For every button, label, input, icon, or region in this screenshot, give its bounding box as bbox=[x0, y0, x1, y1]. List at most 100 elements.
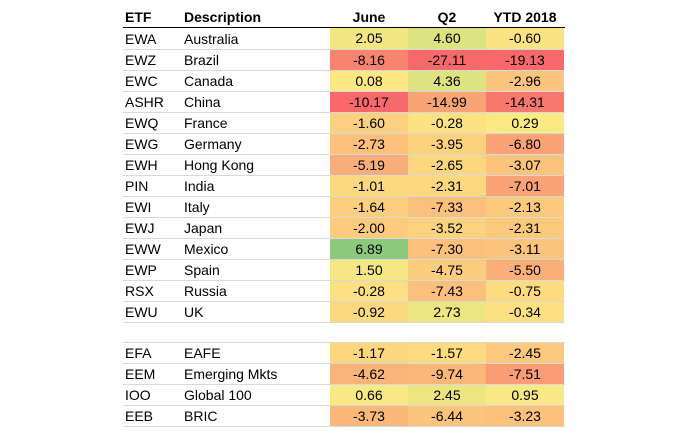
table-row: EWQ France -1.60 -0.28 0.29 bbox=[123, 112, 565, 133]
q2-cell: -1.57 bbox=[408, 343, 486, 363]
ytd-cell: 0.95 bbox=[486, 385, 564, 405]
ytd-cell: -5.50 bbox=[486, 260, 564, 280]
etf-cell: EWW bbox=[125, 241, 161, 257]
q2-cell: -2.31 bbox=[408, 176, 486, 196]
etf-cell: IOO bbox=[125, 387, 151, 403]
q2-cell: 4.36 bbox=[408, 71, 486, 91]
table-row: RSX Russia -0.28 -7.43 -0.75 bbox=[123, 280, 565, 301]
etf-cell: EEM bbox=[125, 366, 156, 382]
june-cell: 6.89 bbox=[330, 239, 408, 259]
q2-cell: -9.74 bbox=[408, 364, 486, 384]
q2-cell: 4.60 bbox=[408, 28, 486, 49]
header-ytd: YTD 2018 bbox=[493, 9, 557, 25]
q2-cell: -0.28 bbox=[408, 113, 486, 133]
etf-cell: ASHR bbox=[125, 94, 164, 110]
june-cell: -0.28 bbox=[330, 281, 408, 301]
june-cell: -1.01 bbox=[330, 176, 408, 196]
q2-cell: -7.43 bbox=[408, 281, 486, 301]
description-cell: UK bbox=[184, 304, 204, 320]
ytd-cell: -7.01 bbox=[486, 176, 564, 196]
etf-cell: EWJ bbox=[125, 220, 155, 236]
table-row: EEM Emerging Mkts -4.62 -9.74 -7.51 bbox=[123, 363, 565, 384]
spacer-row bbox=[123, 322, 565, 342]
june-cell: 1.50 bbox=[330, 260, 408, 280]
june-cell: -2.00 bbox=[330, 218, 408, 238]
june-cell: 0.08 bbox=[330, 71, 408, 91]
etf-cell: RSX bbox=[125, 283, 154, 299]
ytd-cell: -6.80 bbox=[486, 134, 564, 154]
description-cell: India bbox=[184, 178, 215, 194]
ytd-cell: -2.31 bbox=[486, 218, 564, 238]
june-cell: -1.64 bbox=[330, 197, 408, 217]
ytd-cell: -7.51 bbox=[486, 364, 564, 384]
description-cell: Japan bbox=[184, 220, 223, 236]
description-cell: Mexico bbox=[184, 241, 229, 257]
etf-cell: EWU bbox=[125, 304, 158, 320]
ytd-cell: -0.60 bbox=[486, 28, 564, 49]
description-cell: Australia bbox=[184, 30, 239, 47]
june-cell: -4.62 bbox=[330, 364, 408, 384]
description-cell: Canada bbox=[184, 73, 234, 89]
table-row: EWA Australia 2.05 4.60 -0.60 bbox=[123, 28, 565, 49]
june-cell: 2.05 bbox=[330, 28, 408, 49]
ytd-cell: -2.13 bbox=[486, 197, 564, 217]
table-row: PIN India -1.01 -2.31 -7.01 bbox=[123, 175, 565, 196]
aggregate-rows: EFA EAFE -1.17 -1.57 -2.45 EEM Emerging Mkts -4… bbox=[123, 342, 565, 427]
description-cell: Spain bbox=[184, 262, 220, 278]
country-rows: EWA Australia 2.05 4.60 -0.60 EWZ Brazil -8.16-… bbox=[123, 28, 565, 322]
june-cell: -3.73 bbox=[330, 406, 408, 426]
ytd-cell: -0.75 bbox=[486, 281, 564, 301]
description-cell: Emerging Mkts bbox=[184, 366, 278, 382]
ytd-cell: -3.11 bbox=[486, 239, 564, 259]
ytd-cell: -3.23 bbox=[486, 406, 564, 426]
table-row: EWJ Japan -2.00 -3.52 -2.31 bbox=[123, 217, 565, 238]
june-cell: -1.17 bbox=[330, 343, 408, 363]
etf-cell: EWZ bbox=[125, 52, 157, 68]
table-row: EEB BRIC -3.73 -6.44 -3.23 bbox=[123, 405, 565, 426]
ytd-cell: -19.13 bbox=[486, 50, 564, 70]
june-cell: -8.16 bbox=[330, 50, 408, 70]
description-cell: Russia bbox=[184, 283, 227, 299]
ytd-cell: -2.45 bbox=[486, 343, 564, 363]
table-row: EWG Germany -2.73 -3.95 -6.80 bbox=[123, 133, 565, 154]
etf-cell: PIN bbox=[125, 178, 149, 194]
q2-cell: -3.52 bbox=[408, 218, 486, 238]
description-cell: Brazil bbox=[184, 52, 220, 68]
description-cell: Global 100 bbox=[184, 387, 252, 403]
table-row: EWU UK -0.92 2.73 -0.34 bbox=[123, 301, 565, 322]
etf-cell: EWQ bbox=[125, 115, 159, 131]
description-cell: BRIC bbox=[184, 408, 218, 424]
table-row: IOO Global 100 0.66 2.45 0.95 bbox=[123, 384, 565, 405]
table-row: EWI Italy -1.64 -7.33 -2.13 bbox=[123, 196, 565, 217]
header-june: June bbox=[352, 9, 386, 25]
description-cell: Germany bbox=[184, 136, 242, 152]
q2-cell: -6.44 bbox=[408, 406, 486, 426]
q2-cell: -7.30 bbox=[408, 239, 486, 259]
etf-cell: EWG bbox=[125, 136, 159, 152]
ytd-cell: -0.34 bbox=[486, 302, 564, 322]
q2-cell: -3.95 bbox=[408, 134, 486, 154]
table-row: EWW Mexico 6.89 -7.30 -3.11 bbox=[123, 238, 565, 259]
etf-cell: EWH bbox=[125, 157, 158, 173]
table-row: ASHR China -10.17 -14.99 -14.31 bbox=[123, 91, 565, 112]
q2-cell: -4.75 bbox=[408, 260, 486, 280]
june-cell: -5.19 bbox=[330, 155, 408, 175]
header-description: Description bbox=[184, 8, 262, 25]
description-cell: China bbox=[184, 94, 221, 110]
etf-cell: EWI bbox=[125, 199, 152, 215]
ytd-cell: -3.07 bbox=[486, 155, 564, 175]
june-cell: -1.60 bbox=[330, 113, 408, 133]
ytd-cell: 0.29 bbox=[486, 113, 564, 133]
june-cell: -0.92 bbox=[330, 302, 408, 322]
ytd-cell: -14.31 bbox=[486, 92, 564, 112]
header-etf: ETF bbox=[125, 8, 152, 25]
q2-cell: 2.45 bbox=[408, 385, 486, 405]
header-q2: Q2 bbox=[437, 9, 457, 25]
q2-cell: -2.65 bbox=[408, 155, 486, 175]
etf-cell: EFA bbox=[125, 345, 152, 361]
description-cell: Italy bbox=[184, 199, 210, 215]
q2-cell: 2.73 bbox=[408, 302, 486, 322]
q2-cell: -27.11 bbox=[408, 50, 486, 70]
description-cell: EAFE bbox=[184, 345, 221, 361]
description-cell: Hong Kong bbox=[184, 157, 255, 173]
